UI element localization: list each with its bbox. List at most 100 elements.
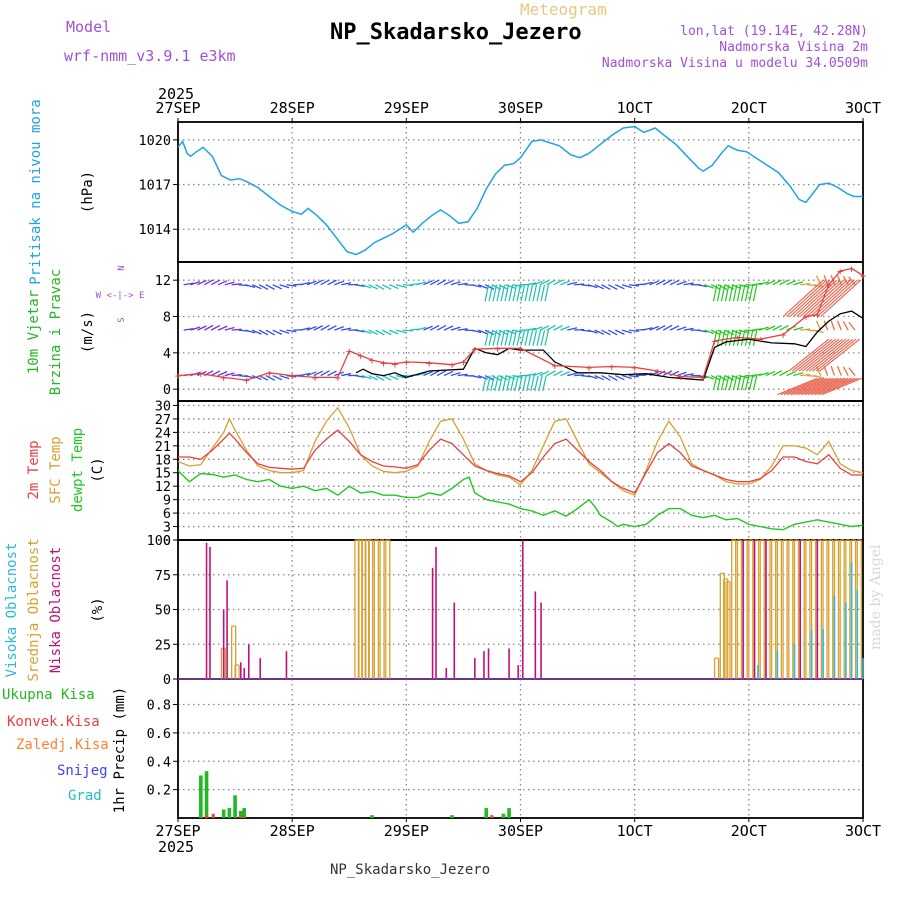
wind-barb-upper (553, 279, 563, 286)
wind-barb-lower (697, 374, 708, 379)
cloud-unit: (%) (90, 597, 106, 622)
cloud-ylabel-high: Visoka Oblacnost (4, 543, 20, 678)
precip-conv-bar (239, 815, 243, 818)
wind-barb-lower (574, 374, 585, 377)
wind-barb-upper (197, 279, 207, 286)
wind-barb-lower (258, 374, 269, 381)
wind-obs-marker: + (517, 342, 524, 355)
wind-barb-upper (793, 281, 804, 286)
wind-barb-lower (772, 370, 782, 377)
wind-barb-upper (601, 284, 611, 291)
wind-obs-marker: + (848, 262, 855, 275)
wind-obs-marker: + (175, 370, 182, 383)
wind-barb-middle (272, 329, 283, 335)
precip-legend-item: Zaledj.Kisa (16, 737, 109, 753)
wind-barb-middle (279, 329, 290, 334)
wind-ytick-label: 12 (155, 273, 171, 289)
wind-barb-lower (601, 374, 611, 381)
wind-barb-upper (395, 284, 406, 288)
wind-obs-marker: + (654, 365, 661, 378)
wind-barb-upper (800, 282, 811, 286)
pressure-line (177, 125, 863, 256)
wind-barb-hanging (484, 330, 490, 346)
wind-barb-upper (567, 281, 578, 286)
wind-barb-upper (231, 283, 242, 286)
wind-barb-hanging (744, 375, 750, 391)
wind-barb-fan (799, 279, 841, 317)
wind-barb-middle (457, 328, 468, 331)
wind-obs-marker: + (814, 309, 821, 322)
wind-obs-marker: + (243, 374, 250, 387)
precip-ytick-label: 0.4 (147, 754, 171, 770)
precip-total-bar (221, 809, 226, 818)
wind-barb-lower (765, 370, 776, 377)
wind-barb-lower (800, 373, 811, 377)
wind-barb-hanging (508, 330, 514, 346)
x-tick-label-top: 29SEP (384, 99, 429, 117)
wind-barb-middle (484, 329, 495, 336)
wind-barb-fan (801, 377, 842, 396)
wind-barb-hanging (506, 375, 511, 392)
wind-ylabel: 10m Vjetar (26, 290, 42, 374)
wind-barb-hanging (492, 330, 498, 346)
wind-barb-middle (836, 320, 842, 331)
wind-barb-fan (802, 338, 843, 372)
wind-obs-marker: + (825, 279, 832, 292)
precip-conv-bar (211, 813, 215, 818)
precip-total-bar (507, 808, 511, 818)
wind-barb-lower (327, 370, 337, 377)
year-label-top: 2025 (158, 85, 194, 103)
precip-conv-bar (204, 815, 208, 818)
precip-ylabel: 1hr Precip (mm) (112, 687, 128, 813)
wind-obs-marker: + (837, 265, 844, 278)
wind-barb-fan (786, 279, 827, 317)
wind-barb-upper (224, 281, 235, 286)
wind-barb-middle (532, 326, 543, 331)
wind-barb-hanging (740, 375, 746, 391)
wind-barb-fan (797, 377, 839, 396)
t2m-temp-line (178, 429, 863, 494)
wind-ytick-label: 0 (163, 382, 171, 398)
temperature-ytick-label: 9 (163, 493, 171, 509)
wind-barb-hanging (508, 284, 514, 302)
wind-barb-fan (787, 377, 828, 396)
wind-obs-marker: + (220, 371, 227, 384)
wind-obs-marker: + (860, 270, 867, 283)
wind-barb-upper (382, 284, 392, 290)
wind-barb-lower (354, 374, 365, 378)
wind-barb-hanging (514, 375, 519, 392)
x-tick-label-bottom: 30SEP (498, 822, 543, 840)
wind-barb-lower (313, 370, 324, 377)
wind-barb-upper (334, 280, 345, 286)
wind-barb-hanging (494, 375, 499, 392)
wind-barb-hanging (544, 284, 550, 302)
wind-barb-hanging (544, 330, 550, 346)
wind-barb-lower (594, 374, 605, 381)
wind-barb-lower (300, 372, 311, 377)
wind-barb-middle (341, 327, 352, 331)
wind-barb-middle (430, 324, 440, 331)
wind-barb-hanging (752, 330, 758, 346)
wind-speed-obs-line (177, 267, 864, 381)
wind-barb-fan (796, 279, 838, 317)
wind-obs-marker: + (631, 361, 638, 374)
wind-barb-middle (608, 329, 618, 336)
wind-barb-lower (526, 373, 537, 377)
wind-obs-marker: + (426, 357, 433, 370)
wind-barb-upper (786, 280, 796, 286)
temperature-ytick-label: 21 (155, 439, 171, 455)
wind-barb-hanging (740, 284, 746, 302)
sfc-temp-line (177, 406, 864, 497)
wind-barb-fan (807, 377, 849, 396)
wind-barb-lower (498, 374, 509, 381)
wind-barb-middle (478, 329, 488, 335)
x-tick-label-bottom: 1OCT (617, 822, 653, 840)
wind-barb-upper (574, 283, 585, 286)
wind-barb-middle (327, 325, 337, 331)
wind-barb-lower (279, 374, 290, 380)
clouds-ytick-label: 25 (155, 637, 171, 653)
wind-barb-middle (717, 329, 728, 336)
temp-unit: (C) (90, 457, 106, 482)
wind-barb-middle (758, 326, 769, 331)
wind-barb-fan (789, 279, 831, 317)
